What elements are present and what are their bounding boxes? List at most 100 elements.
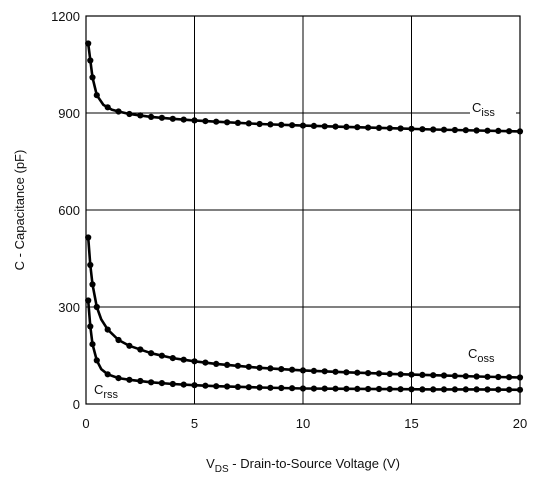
- series-label-sub: oss: [477, 353, 495, 365]
- series-point-coss: [126, 342, 133, 349]
- series-point-coss: [375, 370, 383, 377]
- series-point-coss: [430, 372, 437, 379]
- series-point-coss: [104, 326, 111, 333]
- series-point-ciss: [473, 127, 480, 134]
- y-tick-label: 300: [58, 300, 80, 315]
- series-point-ciss: [484, 127, 491, 134]
- x-tick-label: 0: [82, 416, 89, 431]
- series-point-ciss: [115, 108, 122, 115]
- series-point-crss: [213, 383, 220, 390]
- x-axis-label-rest: - Drain-to-Source Voltage (V): [229, 456, 400, 471]
- series-point-crss: [137, 377, 144, 385]
- series-label-main: C: [94, 382, 103, 397]
- x-tick-label: 10: [296, 416, 310, 431]
- y-tick-label: 600: [58, 203, 80, 218]
- series-point-crss: [267, 384, 274, 391]
- series-point-coss: [148, 350, 155, 357]
- series-label-crss: Crss: [94, 382, 119, 401]
- series-point-ciss: [495, 127, 502, 134]
- series-point-crss: [473, 386, 480, 393]
- series-point-crss: [310, 385, 317, 392]
- series-point-ciss: [278, 121, 285, 128]
- series-point-crss: [158, 380, 165, 387]
- plot-frame: [85, 15, 521, 405]
- series-point-coss: [87, 261, 94, 269]
- x-tick-label: 5: [191, 416, 198, 431]
- series-point-crss: [87, 323, 94, 330]
- series-point-coss: [321, 368, 328, 375]
- series-point-coss: [267, 365, 274, 372]
- y-tick-label: 0: [73, 397, 80, 412]
- tick-labels: 0 5 10 15 20 0 300 600 900 1200: [51, 9, 527, 431]
- series-point-crss: [89, 341, 96, 348]
- series-point-ciss: [332, 123, 339, 130]
- series-point-coss: [289, 366, 296, 373]
- series-point-crss: [202, 382, 209, 389]
- series-point-ciss: [375, 124, 383, 131]
- series-point-coss: [397, 371, 404, 378]
- series-point-coss: [299, 367, 307, 374]
- series-label-ciss: Ciss: [472, 100, 495, 119]
- series-point-coss: [419, 371, 426, 378]
- series-point-crss: [451, 386, 458, 393]
- series-point-coss: [256, 364, 263, 371]
- series-point-crss: [419, 386, 426, 393]
- series-point-ciss: [256, 120, 263, 128]
- x-axis-label: VDS - Drain-to-Source Voltage (V): [206, 456, 400, 475]
- series-point-coss: [310, 367, 317, 374]
- series-point-ciss: [267, 121, 274, 128]
- series-point-ciss: [137, 112, 144, 119]
- series-label-main: C: [472, 100, 481, 115]
- series-point-coss: [115, 336, 122, 344]
- series-point-coss: [354, 369, 361, 376]
- series-point-ciss: [89, 74, 96, 81]
- series-point-coss: [224, 361, 231, 368]
- series-point-crss: [278, 384, 285, 392]
- x-tick-label: 20: [513, 416, 527, 431]
- series-point-coss: [506, 374, 513, 381]
- series-point-coss: [484, 373, 491, 380]
- series-point-ciss: [93, 92, 100, 99]
- series-point-ciss: [158, 114, 165, 121]
- series-point-crss: [191, 382, 198, 389]
- series-point-ciss: [148, 113, 155, 120]
- series-point-ciss: [430, 126, 437, 133]
- series-point-ciss: [354, 124, 361, 131]
- series-point-crss: [169, 380, 176, 388]
- series-point-crss: [462, 386, 469, 393]
- series-point-ciss: [419, 126, 426, 133]
- series-point-crss: [365, 385, 372, 393]
- series-point-crss: [332, 385, 339, 392]
- series-label-sub: rss: [103, 389, 118, 401]
- series-point-crss: [397, 386, 404, 393]
- series-label-coss: Coss: [468, 346, 495, 365]
- series-point-coss: [332, 368, 339, 375]
- series-point-coss: [234, 362, 241, 369]
- series-point-ciss: [343, 123, 350, 130]
- series-point-ciss: [289, 122, 296, 129]
- series-point-coss: [213, 360, 220, 367]
- series-point-ciss: [451, 126, 458, 134]
- series-point-coss: [473, 373, 480, 380]
- series-coss: [85, 234, 524, 381]
- series-point-crss: [104, 371, 111, 378]
- series-point-ciss: [397, 125, 404, 132]
- series-point-crss: [115, 375, 122, 382]
- grid: [86, 16, 520, 404]
- series-point-coss: [386, 370, 393, 377]
- series-point-coss: [89, 281, 96, 288]
- series-point-coss: [451, 372, 458, 379]
- series-point-crss: [93, 357, 100, 364]
- series-point-crss: [321, 385, 328, 392]
- x-axis-label-main: V: [206, 456, 215, 471]
- series-point-crss: [343, 385, 350, 392]
- series-point-ciss: [224, 119, 231, 126]
- y-tick-label: 900: [58, 106, 80, 121]
- series-point-ciss: [386, 125, 393, 132]
- series-point-coss: [495, 373, 502, 381]
- series-point-crss: [245, 384, 252, 391]
- series-point-crss: [440, 386, 448, 393]
- series-point-crss: [126, 376, 133, 383]
- series-point-coss: [191, 358, 198, 365]
